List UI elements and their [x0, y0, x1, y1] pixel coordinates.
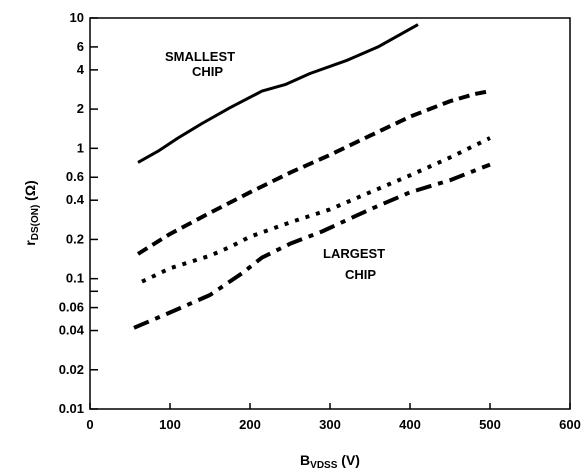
x-tick-label: 0: [86, 417, 93, 432]
x-axis-title: BVDSS (V): [300, 452, 360, 471]
y-tick-label: 0.1: [66, 271, 84, 286]
y-tick-label: 0.4: [66, 192, 85, 207]
y-axis-title: rDS(ON) (Ω): [22, 180, 41, 245]
x-tick-label: 200: [239, 417, 261, 432]
annotation-largest-chip-line2: CHIP: [345, 267, 376, 282]
series-line-solid: [137, 23, 419, 164]
y-tick-label: 0.06: [59, 300, 84, 315]
y-tick-label: 4: [77, 62, 85, 77]
series-line-dotted: [141, 136, 491, 284]
x-tick-label: 600: [559, 417, 581, 432]
series-line-dashdot: [133, 162, 491, 330]
series-line-dashed: [136, 89, 491, 256]
tick-marks: [89, 17, 571, 410]
y-tick-label: 2: [77, 101, 84, 116]
y-tick-label: 6: [77, 39, 84, 54]
x-tick-label: 400: [399, 417, 421, 432]
plot-frame: [89, 17, 571, 410]
y-tick-label: 0.01: [59, 401, 84, 416]
y-tick-label: 0.2: [66, 231, 84, 246]
annotation-largest-chip-line1: LARGEST: [323, 246, 385, 261]
y-tick-label: 0.04: [59, 323, 85, 338]
y-tick-label: 1: [77, 140, 84, 155]
x-tick-label: 500: [479, 417, 501, 432]
x-tick-label: 100: [159, 417, 181, 432]
y-tick-label: 10: [70, 10, 84, 25]
annotation-smallest-chip-line2: CHIP: [192, 64, 223, 79]
series-layer: [133, 23, 491, 330]
x-tick-label: 300: [319, 417, 341, 432]
y-tick-label: 0.6: [66, 169, 84, 184]
tick-labels: 0 100 200 300 400 500 600 0.01 0.02 0.04 0.06 0.1 0.…: [59, 10, 581, 432]
annotation-smallest-chip-line1: SMALLEST: [165, 49, 235, 64]
y-tick-label: 0.02: [59, 362, 84, 377]
